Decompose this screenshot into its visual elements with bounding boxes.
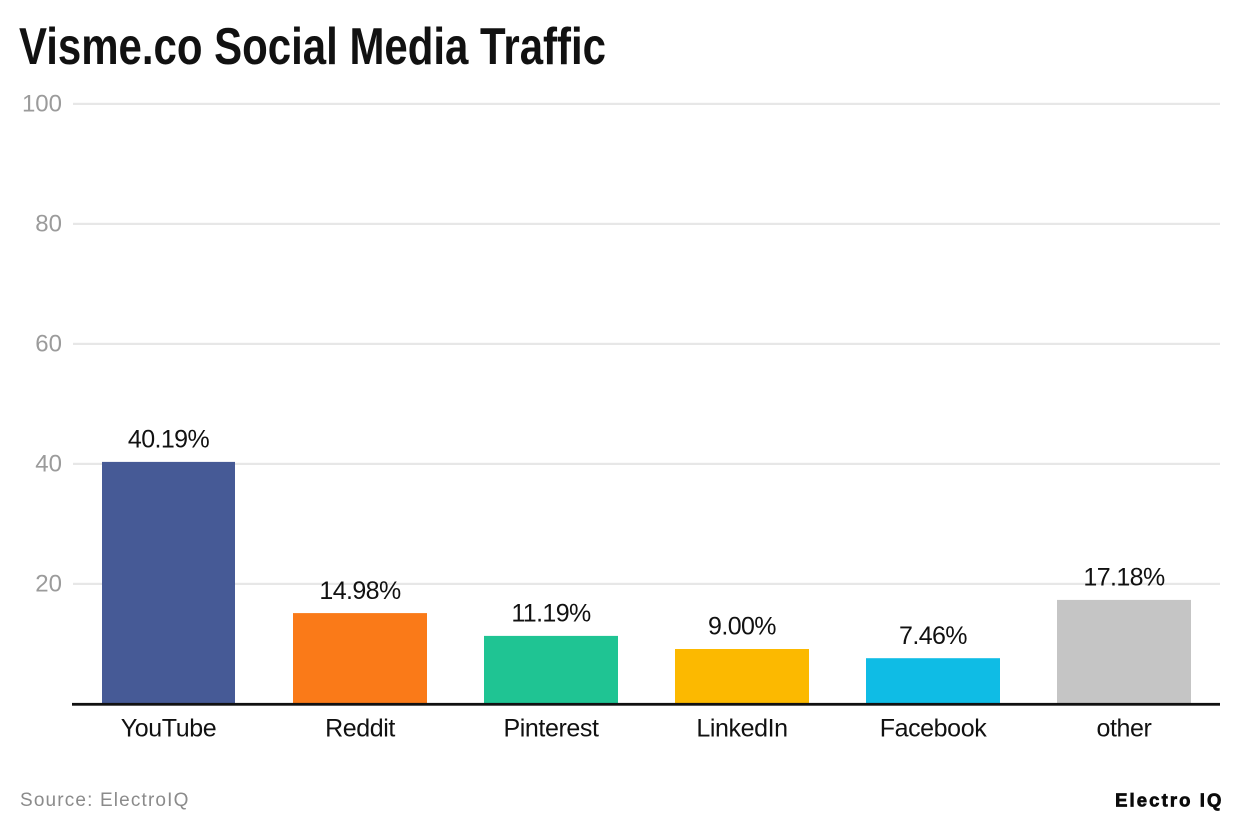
svg-text:Source: ElectroIQ: Source: ElectroIQ (20, 790, 190, 811)
svg-text:40: 40 (35, 450, 62, 477)
svg-text:100: 100 (22, 90, 62, 117)
svg-text:Facebook: Facebook (880, 715, 987, 743)
svg-text:Pinterest: Pinterest (503, 715, 599, 743)
svg-text:7.46%: 7.46% (899, 622, 967, 650)
svg-text:80: 80 (35, 210, 62, 237)
svg-text:Electro IQ: Electro IQ (1115, 790, 1223, 811)
svg-text:17.18%: 17.18% (1083, 564, 1165, 592)
svg-text:20: 20 (35, 570, 62, 597)
svg-text:YouTube: YouTube (121, 715, 216, 743)
svg-text:9.00%: 9.00% (708, 613, 776, 641)
svg-text:60: 60 (35, 330, 62, 357)
svg-text:LinkedIn: LinkedIn (696, 715, 787, 743)
svg-text:11.19%: 11.19% (511, 600, 591, 628)
svg-text:14.98%: 14.98% (319, 577, 401, 605)
svg-text:40.19%: 40.19% (128, 426, 210, 454)
svg-text:Reddit: Reddit (325, 715, 395, 743)
svg-text:other: other (1097, 715, 1152, 743)
svg-text:Visme.co Social Media Traffic: Visme.co Social Media Traffic (19, 18, 606, 76)
